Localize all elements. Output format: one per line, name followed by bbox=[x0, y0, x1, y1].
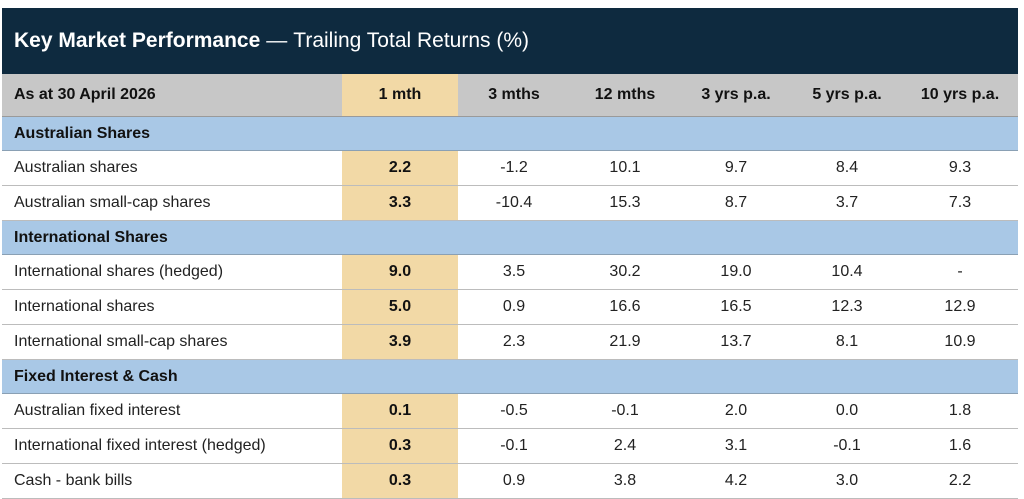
return-value: 1.6 bbox=[902, 428, 1018, 464]
column-header-12mths: 12 mths bbox=[570, 74, 680, 117]
return-value: 12.9 bbox=[902, 289, 1018, 325]
return-value: 19.0 bbox=[680, 254, 792, 290]
table-body: Australian Shares Australian shares 2.2 -1.… bbox=[2, 116, 1018, 499]
return-value: 0.0 bbox=[792, 393, 902, 429]
return-value: 21.9 bbox=[570, 324, 680, 360]
return-value: 7.3 bbox=[902, 185, 1018, 221]
table-row: Australian fixed interest 0.1 -0.5 -0.1 2.0 0… bbox=[2, 393, 1018, 429]
return-value-highlighted: 2.2 bbox=[342, 150, 458, 186]
return-value: 3.7 bbox=[792, 185, 902, 221]
return-value: 0.9 bbox=[458, 289, 570, 325]
return-value-highlighted: 5.0 bbox=[342, 289, 458, 325]
table-row: International shares (hedged) 9.0 3.5 30.2 1… bbox=[2, 254, 1018, 290]
return-value: 3.8 bbox=[570, 463, 680, 499]
section-header-row: Australian Shares bbox=[2, 116, 1018, 151]
section-title: Fixed Interest & Cash bbox=[2, 359, 1018, 394]
section-header-row: International Shares bbox=[2, 220, 1018, 255]
return-value: 3.0 bbox=[792, 463, 902, 499]
asset-class-name: International fixed interest (hedged) bbox=[2, 428, 342, 464]
asset-class-name: Australian small-cap shares bbox=[2, 185, 342, 221]
table-title-bar: Key Market Performance — Trailing Total … bbox=[2, 8, 1018, 74]
return-value-highlighted: 3.3 bbox=[342, 185, 458, 221]
return-value: 8.4 bbox=[792, 150, 902, 186]
return-value: 8.1 bbox=[792, 324, 902, 360]
header-row: As at 30 April 2026 1 mth 3 mths 12 mths… bbox=[2, 74, 1018, 117]
performance-table-panel: Key Market Performance — Trailing Total … bbox=[2, 8, 1018, 499]
return-value: 0.9 bbox=[458, 463, 570, 499]
column-header-5yrs: 5 yrs p.a. bbox=[792, 74, 902, 117]
asset-class-name: Australian shares bbox=[2, 150, 342, 186]
return-value: 13.7 bbox=[680, 324, 792, 360]
return-value-highlighted: 0.3 bbox=[342, 428, 458, 464]
table-row: International fixed interest (hedged) 0.3… bbox=[2, 428, 1018, 464]
return-value: 2.4 bbox=[570, 428, 680, 464]
return-value: -1.2 bbox=[458, 150, 570, 186]
return-value-highlighted: 9.0 bbox=[342, 254, 458, 290]
return-value: 30.2 bbox=[570, 254, 680, 290]
table-row: International small-cap shares 3.9 2.3 21.9… bbox=[2, 324, 1018, 360]
asset-class-name: Australian fixed interest bbox=[2, 393, 342, 429]
return-value: 10.4 bbox=[792, 254, 902, 290]
asset-class-name: Cash - bank bills bbox=[2, 463, 342, 499]
returns-table: As at 30 April 2026 1 mth 3 mths 12 mths… bbox=[2, 74, 1018, 499]
return-value: 16.6 bbox=[570, 289, 680, 325]
table-row: Australian small-cap shares 3.3 -10.4 15.3 8… bbox=[2, 185, 1018, 221]
return-value: 15.3 bbox=[570, 185, 680, 221]
table-subtitle: Trailing Total Returns (%) bbox=[293, 29, 530, 52]
return-value: 8.7 bbox=[680, 185, 792, 221]
column-header-10yrs: 10 yrs p.a. bbox=[902, 74, 1018, 117]
asset-class-name: International small-cap shares bbox=[2, 324, 342, 360]
return-value: 9.7 bbox=[680, 150, 792, 186]
return-value: 3.1 bbox=[680, 428, 792, 464]
asset-class-name: International shares bbox=[2, 289, 342, 325]
return-value: 2.3 bbox=[458, 324, 570, 360]
return-value: -0.1 bbox=[570, 393, 680, 429]
return-value: 2.2 bbox=[902, 463, 1018, 499]
return-value: 9.3 bbox=[902, 150, 1018, 186]
return-value-highlighted: 3.9 bbox=[342, 324, 458, 360]
return-value: -10.4 bbox=[458, 185, 570, 221]
return-value-highlighted: 0.3 bbox=[342, 463, 458, 499]
column-header-1mth: 1 mth bbox=[342, 74, 458, 117]
return-value: 4.2 bbox=[680, 463, 792, 499]
return-value: -0.5 bbox=[458, 393, 570, 429]
return-value: 10.9 bbox=[902, 324, 1018, 360]
section-header-row: Fixed Interest & Cash bbox=[2, 359, 1018, 394]
asset-class-name: International shares (hedged) bbox=[2, 254, 342, 290]
column-header-3yrs: 3 yrs p.a. bbox=[680, 74, 792, 117]
return-value: - bbox=[902, 254, 1018, 290]
table-title: Key Market Performance bbox=[14, 29, 261, 52]
return-value: 12.3 bbox=[792, 289, 902, 325]
table-row: Australian shares 2.2 -1.2 10.1 9.7 8.4 9.3 bbox=[2, 150, 1018, 186]
table-row: Cash - bank bills 0.3 0.9 3.8 4.2 3.0 2.2 bbox=[2, 463, 1018, 499]
section-title: International Shares bbox=[2, 220, 1018, 255]
return-value: 10.1 bbox=[570, 150, 680, 186]
return-value: 1.8 bbox=[902, 393, 1018, 429]
date-label: As at 30 April 2026 bbox=[2, 74, 342, 117]
table-row: International shares 5.0 0.9 16.6 16.5 12.3 12… bbox=[2, 289, 1018, 325]
return-value: 3.5 bbox=[458, 254, 570, 290]
return-value: 16.5 bbox=[680, 289, 792, 325]
column-header-3mths: 3 mths bbox=[458, 74, 570, 117]
return-value: 2.0 bbox=[680, 393, 792, 429]
return-value: -0.1 bbox=[792, 428, 902, 464]
return-value-highlighted: 0.1 bbox=[342, 393, 458, 429]
title-dash: — bbox=[266, 29, 288, 52]
section-title: Australian Shares bbox=[2, 116, 1018, 151]
return-value: -0.1 bbox=[458, 428, 570, 464]
